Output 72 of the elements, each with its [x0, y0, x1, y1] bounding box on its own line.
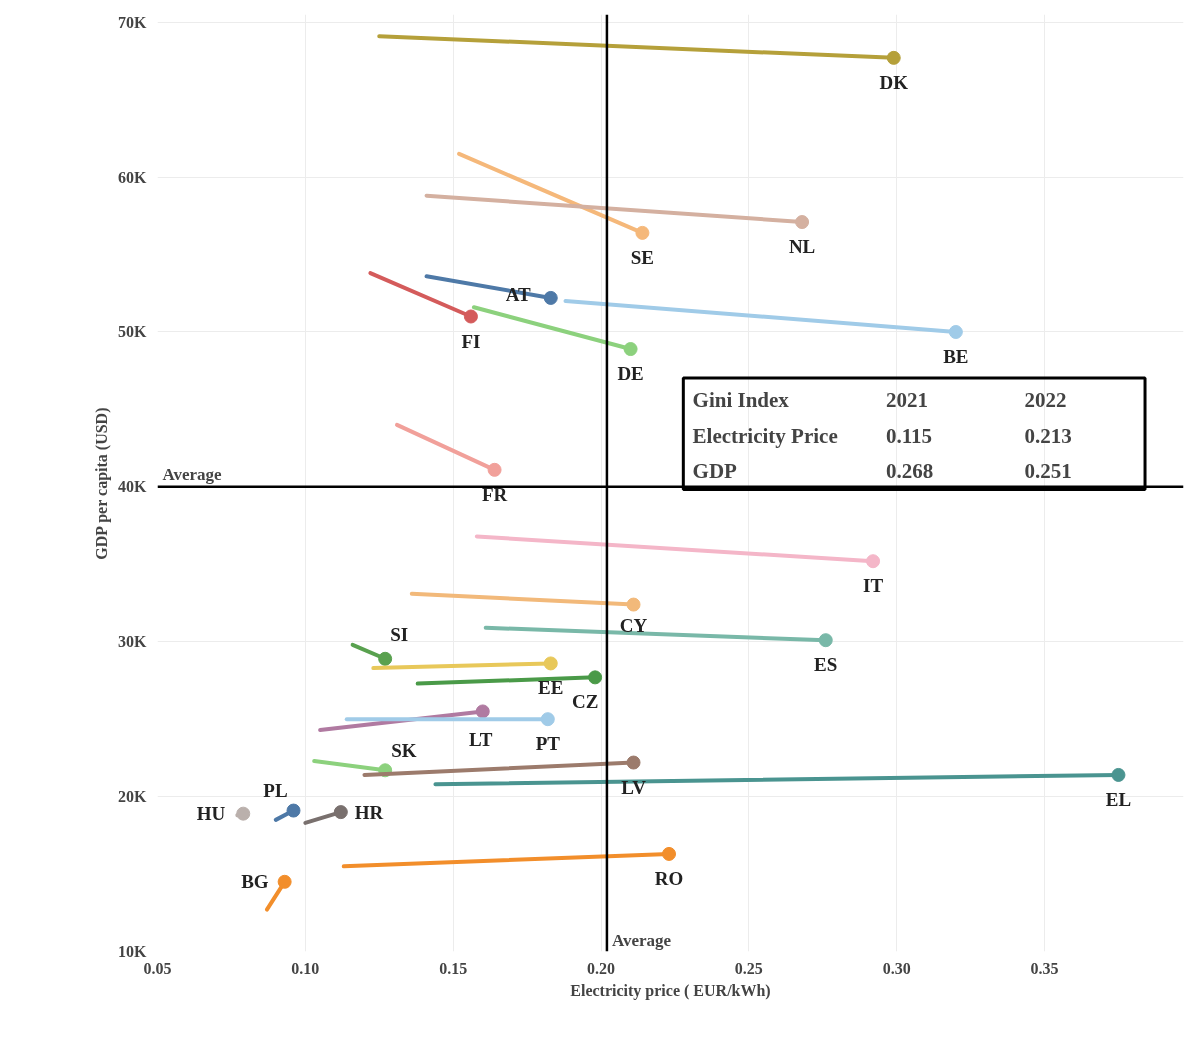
x-tick-label: 0.20: [587, 959, 616, 977]
series-label: SE: [630, 246, 655, 268]
series-label: LV: [621, 776, 647, 798]
ref-line-label: Average: [611, 930, 672, 950]
y-axis-title: GDP per capita (USD): [93, 407, 112, 560]
annotation: 0.268: [885, 459, 934, 484]
annotation: 2021: [885, 388, 928, 413]
series-label: ES: [814, 654, 838, 676]
point: [1111, 767, 1126, 782]
series-label: FR: [481, 483, 508, 505]
x-tick-label: 0.05: [143, 959, 172, 977]
series-label: DK: [879, 71, 909, 93]
series-label: HU: [196, 803, 226, 825]
point: [623, 342, 638, 357]
x-tick-label: 0.30: [882, 959, 911, 977]
point: [286, 803, 301, 818]
ref-line-label: Average: [162, 464, 223, 484]
annotation: Electricity Price: [692, 423, 838, 448]
point: [333, 805, 348, 820]
annotation: GDP: [692, 459, 738, 484]
point: [818, 633, 833, 648]
series-label: HR: [354, 801, 384, 823]
series-label: CY: [619, 614, 648, 636]
series-label: PT: [535, 733, 561, 755]
series-label: LT: [468, 729, 493, 751]
series-label: EE: [538, 677, 564, 699]
point: [543, 290, 558, 305]
series-label: NL: [788, 236, 816, 258]
point: [475, 704, 490, 719]
point: [543, 656, 558, 671]
series-label: RO: [654, 867, 684, 889]
point: [866, 554, 881, 569]
x-tick-label: 0.10: [291, 959, 320, 977]
series-label: IT: [863, 575, 884, 597]
point: [277, 874, 292, 889]
point: [378, 651, 393, 666]
point: [635, 225, 650, 240]
series-label: BE: [943, 346, 969, 367]
series-label: BG: [241, 871, 269, 893]
y-tick-label: 30K: [118, 633, 148, 651]
series-label: SK: [391, 740, 417, 762]
y-tick-label: 10K: [118, 943, 148, 960]
annotation: 0.251: [1024, 459, 1072, 484]
annotation: 0.115: [885, 423, 933, 448]
y-tick-label: 50K: [118, 323, 148, 341]
series-label: CZ: [571, 691, 599, 713]
annotation: Gini Index: [692, 388, 790, 413]
series-label: SI: [390, 623, 409, 645]
series-label: PL: [263, 779, 288, 801]
point: [626, 597, 641, 612]
point: [886, 50, 901, 65]
y-tick-label: 60K: [118, 168, 148, 186]
series-label: EL: [1105, 788, 1132, 810]
annotation: 0.213: [1024, 423, 1072, 448]
point: [487, 462, 502, 477]
annotation: 2022: [1024, 388, 1067, 413]
x-tick-label: 0.25: [734, 959, 763, 977]
x-tick-label: 0.35: [1030, 959, 1059, 977]
point: [588, 670, 603, 685]
point: [948, 325, 963, 339]
point: [463, 309, 478, 324]
y-tick-label: 70K: [118, 13, 148, 31]
series-label: FI: [461, 330, 481, 352]
point: [540, 712, 555, 727]
x-tick-label: 0.15: [439, 959, 468, 977]
x-axis-title: Electricity price ( EUR/kWh): [570, 981, 771, 1000]
point: [662, 846, 677, 861]
point: [626, 755, 641, 770]
point: [795, 215, 810, 230]
series-label: DE: [617, 363, 644, 385]
y-tick-label: 20K: [118, 788, 148, 806]
y-tick-label: 40K: [118, 478, 148, 496]
